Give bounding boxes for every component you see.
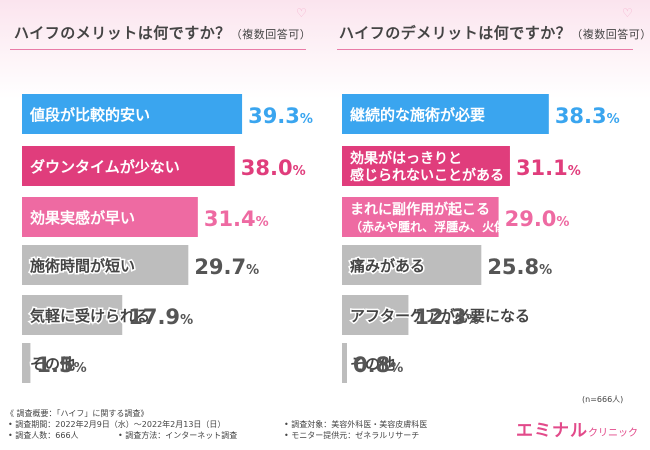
merit-title-underline — [10, 49, 306, 50]
demerit-category-label-6: その他 — [350, 355, 395, 373]
demerit-title-underline — [337, 49, 633, 50]
demerit-title-note: （複数回答可） — [571, 28, 650, 41]
sample-size-label: (n=666人) — [582, 395, 624, 404]
demerit-value-label-2: 31.1% — [516, 156, 581, 180]
survey-period: • 調査期間：2022年2月9日（水）〜2022年2月13日（日） — [8, 420, 226, 429]
demerit-value-label-1: 38.3% — [555, 104, 620, 128]
demerit-category-label-1: 継続的な施術が必要 — [350, 106, 485, 124]
merit-category-label-6: その他 — [30, 355, 75, 373]
merit-bar-5 — [22, 295, 123, 335]
logo-sub: クリニック — [588, 428, 638, 439]
merit-bar-4 — [22, 245, 189, 285]
merit-category-label-5: 気軽に受けられる — [30, 307, 150, 325]
demerit-bar-6 — [342, 343, 347, 383]
demerit-category-label-4: 痛みがある — [349, 257, 425, 275]
demerit-value-label-3: 29.0% — [505, 207, 570, 231]
merit-title-note: （複数回答可） — [230, 28, 312, 41]
merit-value-label-4: 29.7% — [194, 255, 259, 279]
merit-value-label-2: 38.0% — [241, 156, 306, 180]
demerit-category-label-3: まれに副作用が起こる（赤みや腫れ、浮腫み、火傷など） — [350, 201, 542, 234]
merit-bar-1 — [22, 94, 243, 134]
demerit-value-label-5: 12.3% — [414, 305, 479, 329]
merit-value-label-6: 1.5% — [36, 353, 86, 377]
demerit-title-text: ハイフのデメリットは何ですか？ — [339, 24, 572, 42]
merit-chart-title: ハイフのメリットは何ですか？（複数回答可） — [14, 22, 311, 43]
demerit-bar-1 — [342, 94, 549, 134]
bar-charts: 値段が比較的安い 39.3% ダウンタイムが少ない 38.0% 効果実感が早い 31.4%… — [22, 94, 620, 383]
heart-decoration-icon: ♡ — [296, 6, 307, 20]
merit-category-label-4: 施術時間が短い — [30, 257, 135, 275]
demerit-bar-4 — [342, 245, 482, 285]
merit-value-label-5: 17.9% — [128, 305, 193, 329]
survey-count: • 調査人数：666人 — [8, 431, 79, 440]
logo-main: エミナル — [516, 421, 588, 441]
demerit-category-label-5: アフターケアが必要になる — [350, 307, 530, 325]
survey-provider: • モニター提供元：ゼネラルリサーチ — [284, 431, 420, 440]
merit-bar-6 — [22, 343, 31, 383]
merit-bar-2 — [22, 146, 235, 186]
demerit-category-label-2: 効果がはっきりと感じられないことがある — [350, 150, 504, 184]
eminal-clinic-logo: エミナルクリニック — [516, 416, 638, 441]
merit-category-label-2: ダウンタイムが少ない — [30, 158, 180, 176]
demerit-bar-3 — [342, 197, 499, 237]
merit-value-label-1: 39.3% — [248, 104, 313, 128]
demerit-bar-2 — [342, 146, 510, 186]
survey-heading: 《 調査概要：「ハイフ」に関する調査》 — [6, 409, 149, 418]
merit-title-text: ハイフのメリットは何ですか？ — [14, 24, 231, 42]
demerit-bar-5 — [342, 295, 409, 335]
merit-category-label-3: 効果実感が早い — [30, 209, 135, 227]
demerit-value-label-4: 25.8% — [487, 255, 552, 279]
heart-decoration-icon: ♡ — [622, 6, 633, 20]
demerit-value-label-6: 0.8% — [353, 353, 403, 377]
merit-bar-3 — [22, 197, 198, 237]
merit-category-label-1: 値段が比較的安い — [29, 106, 150, 124]
survey-method: • 調査方法：インターネット調査 — [118, 431, 238, 440]
merit-value-label-3: 31.4% — [204, 207, 269, 231]
demerit-chart-title: ハイフのデメリットは何ですか？（複数回答可） — [339, 22, 650, 43]
survey-target: • 調査対象：美容外科医・美容皮膚科医 — [284, 420, 428, 429]
